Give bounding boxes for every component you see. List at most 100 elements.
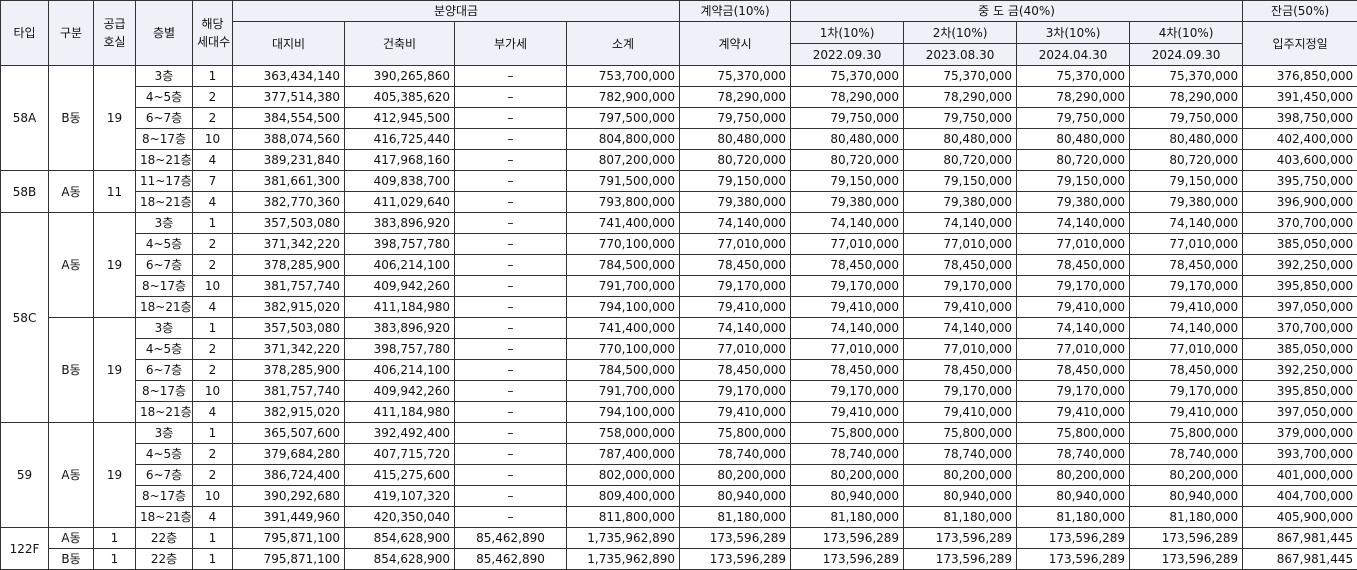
installment-3-cell: 74,140,000 xyxy=(1017,213,1130,234)
floor-cell: 18~21층 xyxy=(136,507,193,528)
balance-cell: 395,850,000 xyxy=(1243,276,1357,297)
installment-4-cell: 77,010,000 xyxy=(1130,234,1243,255)
subtotal-cell: 741,400,000 xyxy=(567,213,680,234)
header-installment-1: 1차(10%) xyxy=(791,22,904,44)
balance-cell: 376,850,000 xyxy=(1243,66,1357,87)
floor-cell: 3층 xyxy=(136,318,193,339)
balance-cell: 379,000,000 xyxy=(1243,423,1357,444)
building-cell: 416,725,440 xyxy=(345,129,455,150)
subtotal-cell: 809,400,000 xyxy=(567,486,680,507)
header-building: 건축비 xyxy=(345,22,455,66)
installment-1-cell: 78,450,000 xyxy=(791,360,904,381)
floor-cell: 18~21층 xyxy=(136,192,193,213)
land-cell: 381,661,300 xyxy=(233,171,345,192)
balance-cell: 395,750,000 xyxy=(1243,171,1357,192)
unit-count-cell: 4 xyxy=(193,402,233,423)
building-cell: 406,214,100 xyxy=(345,360,455,381)
land-cell: 382,915,020 xyxy=(233,402,345,423)
balance-cell: 867,981,445 xyxy=(1243,528,1357,549)
installment-4-cell: 79,380,000 xyxy=(1130,192,1243,213)
supply-units-cell: 19 xyxy=(94,318,136,423)
land-cell: 386,724,400 xyxy=(233,465,345,486)
land-cell: 378,285,900 xyxy=(233,360,345,381)
installment-3-cell: 79,150,000 xyxy=(1017,171,1130,192)
supply-units-cell: 19 xyxy=(94,66,136,171)
land-cell: 388,074,560 xyxy=(233,129,345,150)
floor-cell: 4~5층 xyxy=(136,87,193,108)
installment-4-cell: 74,140,000 xyxy=(1130,213,1243,234)
subtotal-cell: 770,100,000 xyxy=(567,339,680,360)
installment-3-cell: 78,450,000 xyxy=(1017,360,1130,381)
installment-2-cell: 77,010,000 xyxy=(904,339,1017,360)
subtotal-cell: 787,400,000 xyxy=(567,444,680,465)
installment-1-cell: 80,200,000 xyxy=(791,465,904,486)
installment-4-cell: 78,740,000 xyxy=(1130,444,1243,465)
header-land: 대지비 xyxy=(233,22,345,66)
contract-cell: 79,170,000 xyxy=(680,276,791,297)
vat-cell: – xyxy=(455,66,567,87)
header-block: 구분 xyxy=(49,1,94,66)
vat-cell: – xyxy=(455,423,567,444)
block-cell: A동 xyxy=(49,423,94,528)
installment-4-cell: 78,450,000 xyxy=(1130,255,1243,276)
subtotal-cell: 770,100,000 xyxy=(567,234,680,255)
vat-cell: 85,462,890 xyxy=(455,528,567,549)
installment-4-cell: 75,800,000 xyxy=(1130,423,1243,444)
header-installment-4: 4차(10%) xyxy=(1130,22,1243,44)
installment-1-cell: 74,140,000 xyxy=(791,318,904,339)
vat-cell: – xyxy=(455,87,567,108)
land-cell: 371,342,220 xyxy=(233,234,345,255)
installment-2-cell: 80,940,000 xyxy=(904,486,1017,507)
contract-cell: 77,010,000 xyxy=(680,339,791,360)
vat-cell: – xyxy=(455,486,567,507)
installment-3-cell: 79,410,000 xyxy=(1017,297,1130,318)
vat-cell: – xyxy=(455,192,567,213)
installment-3-cell: 81,180,000 xyxy=(1017,507,1130,528)
header-vat: 부가세 xyxy=(455,22,567,66)
vat-cell: – xyxy=(455,402,567,423)
installment-1-cell: 79,170,000 xyxy=(791,276,904,297)
building-cell: 383,896,920 xyxy=(345,318,455,339)
floor-cell: 3층 xyxy=(136,213,193,234)
land-cell: 365,507,600 xyxy=(233,423,345,444)
installment-3-cell: 173,596,289 xyxy=(1017,528,1130,549)
floor-cell: 22층 xyxy=(136,549,193,570)
header-installment-3-date: 2024.04.30 xyxy=(1017,44,1130,66)
installment-1-cell: 80,720,000 xyxy=(791,150,904,171)
subtotal-cell: 753,700,000 xyxy=(567,66,680,87)
contract-cell: 80,480,000 xyxy=(680,129,791,150)
land-cell: 381,757,740 xyxy=(233,381,345,402)
installment-4-cell: 80,940,000 xyxy=(1130,486,1243,507)
installment-4-cell: 79,410,000 xyxy=(1130,402,1243,423)
contract-cell: 80,720,000 xyxy=(680,150,791,171)
building-cell: 409,942,260 xyxy=(345,276,455,297)
header-installment-3: 3차(10%) xyxy=(1017,22,1130,44)
land-cell: 795,871,100 xyxy=(233,549,345,570)
installment-4-cell: 173,596,289 xyxy=(1130,528,1243,549)
installment-2-cell: 79,170,000 xyxy=(904,381,1017,402)
land-cell: 390,292,680 xyxy=(233,486,345,507)
header-installment-4-date: 2024.09.30 xyxy=(1130,44,1243,66)
balance-cell: 393,700,000 xyxy=(1243,444,1357,465)
unit-count-cell: 10 xyxy=(193,486,233,507)
contract-cell: 78,450,000 xyxy=(680,360,791,381)
contract-cell: 80,940,000 xyxy=(680,486,791,507)
contract-cell: 78,290,000 xyxy=(680,87,791,108)
type-cell: 58A xyxy=(1,66,49,171)
floor-cell: 3층 xyxy=(136,423,193,444)
installment-3-cell: 173,596,289 xyxy=(1017,549,1130,570)
unit-count-cell: 1 xyxy=(193,318,233,339)
supply-units-cell: 19 xyxy=(94,423,136,528)
vat-cell: – xyxy=(455,108,567,129)
subtotal-cell: 804,800,000 xyxy=(567,129,680,150)
installment-1-cell: 173,596,289 xyxy=(791,549,904,570)
installment-3-cell: 78,740,000 xyxy=(1017,444,1130,465)
